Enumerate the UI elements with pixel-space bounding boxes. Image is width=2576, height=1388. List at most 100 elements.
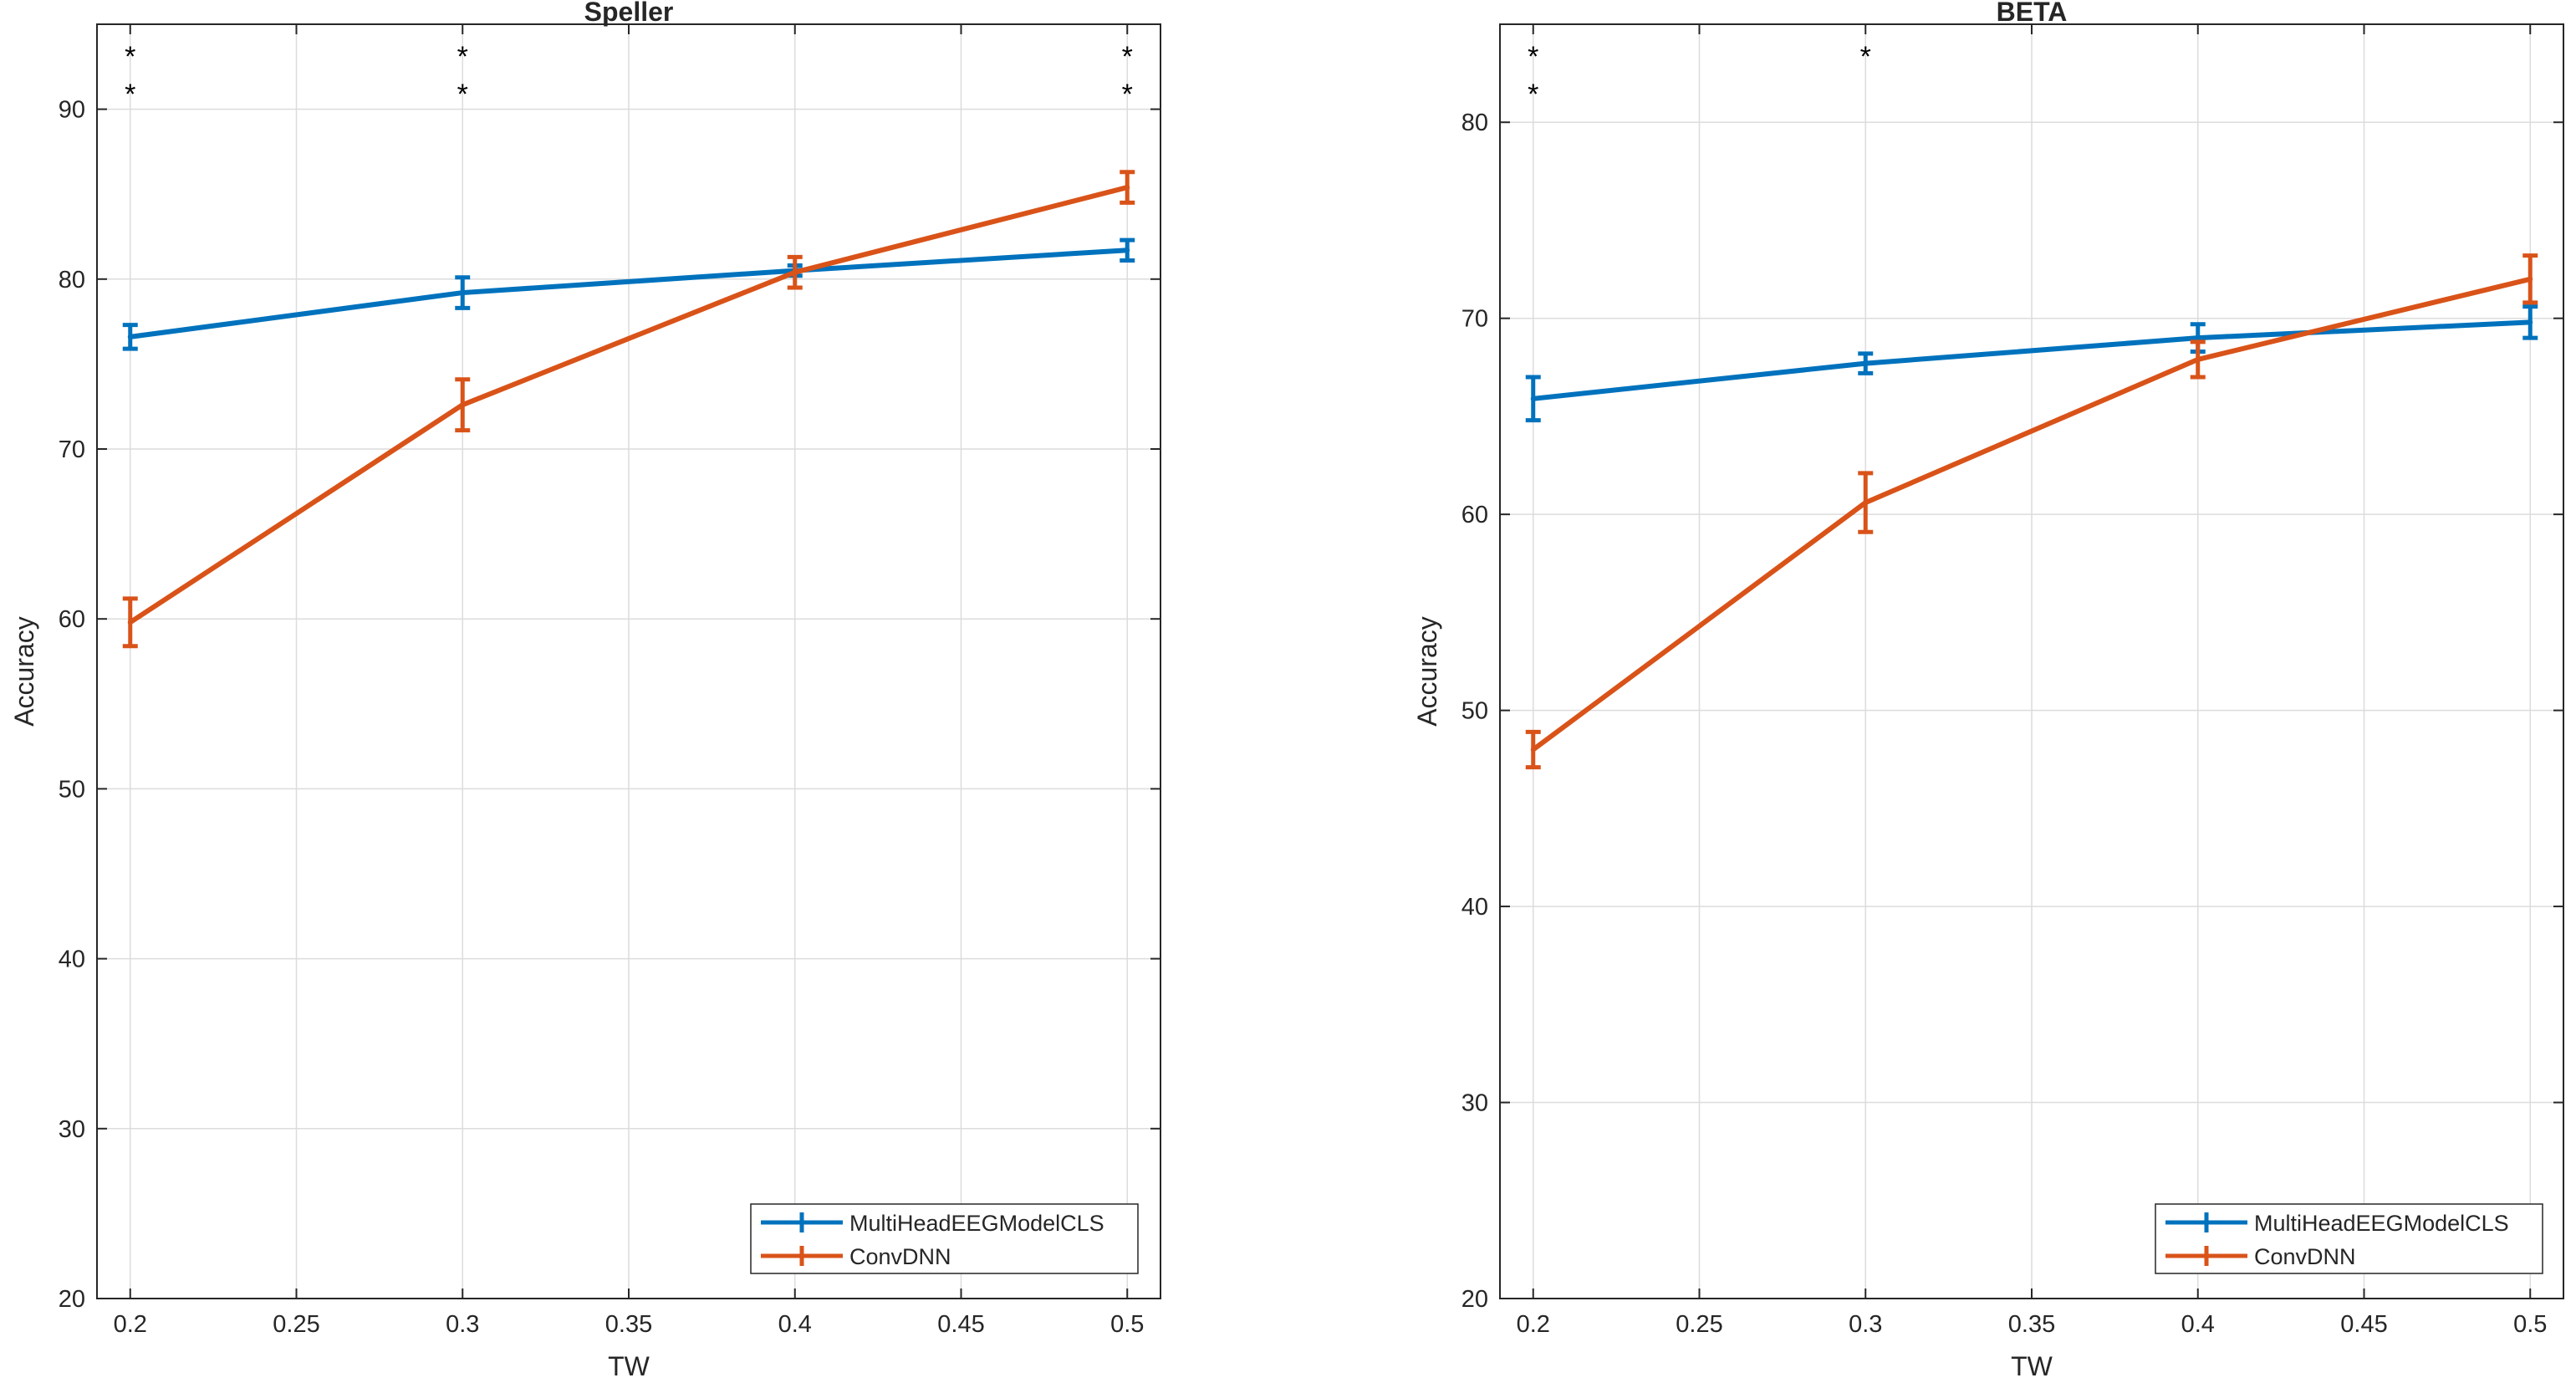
beta-legend[interactable]: MultiHeadEEGModelCLS ConvDNN (2155, 1203, 2543, 1274)
speller-series-1[interactable] (122, 170, 1135, 649)
beta-chart: 0.2 0.25 0.3 0.35 0.4 0.45 0.5 20304050607080 … (1412, 0, 2564, 1381)
beta-ytick-label: 40 (1461, 894, 1488, 921)
speller-data-point[interactable] (460, 402, 466, 408)
beta-xtick-label: 0.2 (1517, 1311, 1550, 1338)
beta-xtick-label: 0.3 (1849, 1311, 1882, 1338)
beta-errorbar[interactable] (1525, 729, 1541, 770)
beta-series-1[interactable] (1525, 253, 2538, 770)
speller-xtick-label: 0.5 (1110, 1311, 1144, 1338)
speller-legend-item-0[interactable]: MultiHeadEEGModelCLS (761, 1211, 1104, 1236)
speller-xlabel: TW (608, 1351, 650, 1381)
speller-xtick-label: 0.35 (605, 1311, 652, 1338)
beta-significance-star: * (1528, 41, 1538, 73)
speller-legend-item-1[interactable]: ConvDNN (761, 1244, 951, 1269)
speller-data-point[interactable] (792, 269, 798, 275)
beta-data-point[interactable] (2528, 319, 2533, 325)
speller-xtick-label: 0.3 (446, 1311, 479, 1338)
speller-data-point[interactable] (127, 620, 133, 625)
speller-significance-star: * (457, 41, 468, 73)
beta-xtick-label: 0.4 (2181, 1311, 2215, 1338)
speller-data-point[interactable] (127, 334, 133, 339)
speller-errorbar[interactable] (455, 377, 471, 433)
beta-significance-star: * (1860, 41, 1871, 73)
speller-legend-label-1: ConvDNN (849, 1244, 951, 1269)
beta-legend-label-0: MultiHeadEEGModelCLS (2254, 1211, 2509, 1236)
beta-data-point[interactable] (2528, 276, 2533, 282)
speller-ytick-label: 20 (59, 1286, 85, 1313)
speller-significance-star: * (125, 41, 135, 73)
beta-errorbar[interactable] (2190, 339, 2206, 380)
speller-yticks: 20 30 40 50 60 70 80 90 (59, 97, 1160, 1313)
beta-ytick-label: 30 (1461, 1090, 1488, 1117)
speller-significance: * * * * * * (125, 41, 1133, 110)
speller-significance-star: * (457, 79, 468, 110)
beta-xtick-label: 0.35 (2008, 1311, 2055, 1338)
beta-data-point[interactable] (2195, 335, 2201, 341)
speller-xtick-label: 0.4 (778, 1311, 812, 1338)
beta-xtick-label: 0.25 (1676, 1311, 1722, 1338)
speller-chart: 0.2 0.25 0.3 0.35 0.4 0.45 0.5 20 30 40 50 60 70 80 9… (9, 0, 1161, 1381)
speller-errorbar[interactable] (1120, 170, 1135, 205)
beta-ytick-label: 20 (1461, 1286, 1488, 1313)
beta-legend-label-1: ConvDNN (2254, 1244, 2356, 1269)
speller-ytick-label: 90 (59, 97, 85, 124)
beta-series-line-1[interactable] (1531, 276, 2531, 752)
beta-ytick-label: 70 (1461, 306, 1488, 333)
speller-errorbar[interactable] (1120, 237, 1135, 263)
speller-errorbar[interactable] (122, 323, 138, 351)
speller-data-point[interactable] (460, 290, 466, 296)
beta-xtick-label: 0.5 (2513, 1311, 2547, 1338)
beta-ytick-label: 60 (1461, 502, 1488, 528)
beta-series-0[interactable] (1525, 304, 2538, 423)
speller-ytick-label: 60 (59, 606, 85, 633)
speller-ylabel: Accuracy (9, 616, 39, 727)
speller-xtick-label: 0.45 (937, 1311, 984, 1338)
speller-title: Speller (584, 0, 674, 27)
beta-errorbar[interactable] (1858, 471, 1874, 534)
beta-errorbar[interactable] (1525, 375, 1541, 423)
speller-data-point[interactable] (1125, 247, 1130, 253)
beta-xlabel: TW (2011, 1351, 2053, 1381)
beta-significance: * * * (1528, 41, 1871, 110)
speller-errorbar[interactable] (122, 596, 138, 649)
speller-legend-box (750, 1203, 1139, 1274)
beta-data-point[interactable] (2195, 356, 2201, 362)
speller-ytick-label: 30 (59, 1116, 85, 1143)
beta-legend-item-1[interactable]: ConvDNN (2165, 1244, 2356, 1269)
beta-data-point[interactable] (1863, 500, 1869, 506)
beta-legend-item-0[interactable]: MultiHeadEEGModelCLS (2165, 1211, 2509, 1236)
beta-ytick-label: 80 (1461, 110, 1488, 136)
speller-errorbar[interactable] (787, 254, 803, 290)
speller-series (122, 170, 1135, 649)
beta-series-line-0[interactable] (1533, 319, 2531, 401)
speller-series-line-0[interactable] (130, 247, 1128, 339)
beta-data-point[interactable] (1530, 395, 1536, 401)
beta-errorbar[interactable] (2522, 253, 2538, 305)
speller-xtick-label: 0.2 (114, 1311, 147, 1338)
speller-legend[interactable]: MultiHeadEEGModelCLS ConvDNN (750, 1203, 1139, 1274)
beta-ytick-label: 50 (1461, 698, 1488, 725)
beta-xticks: 0.2 0.25 0.3 0.35 0.4 0.45 0.5 (1517, 24, 2547, 1338)
speller-series-0[interactable] (122, 237, 1135, 351)
beta-yticks: 20 30 40 50 60 70 80 (1461, 110, 2563, 1313)
speller-errorbar[interactable] (455, 275, 471, 310)
speller-significance-star: * (1122, 79, 1133, 110)
speller-series-line-1[interactable] (129, 185, 1128, 625)
speller-ytick-label: 80 (59, 267, 85, 293)
beta-data-point[interactable] (1530, 747, 1536, 753)
beta-significance-star: * (1528, 79, 1538, 110)
speller-ytick-label: 50 (59, 776, 85, 803)
beta-errorbar[interactable] (1858, 351, 1874, 375)
speller-xticks: 0.2 0.25 0.3 0.35 0.4 0.45 0.5 (114, 24, 1144, 1338)
speller-legend-label-0: MultiHeadEEGModelCLS (849, 1211, 1104, 1236)
beta-errorbar[interactable] (2522, 304, 2538, 340)
beta-data-point[interactable] (1863, 360, 1869, 366)
speller-data-point[interactable] (1125, 185, 1130, 191)
speller-significance-star: * (1122, 41, 1133, 73)
speller-ytick-label: 40 (59, 947, 85, 973)
speller-ytick-label: 70 (59, 436, 85, 463)
speller-significance-star: * (125, 79, 135, 110)
beta-ylabel: Accuracy (1412, 616, 1442, 727)
beta-series (1525, 253, 2538, 770)
